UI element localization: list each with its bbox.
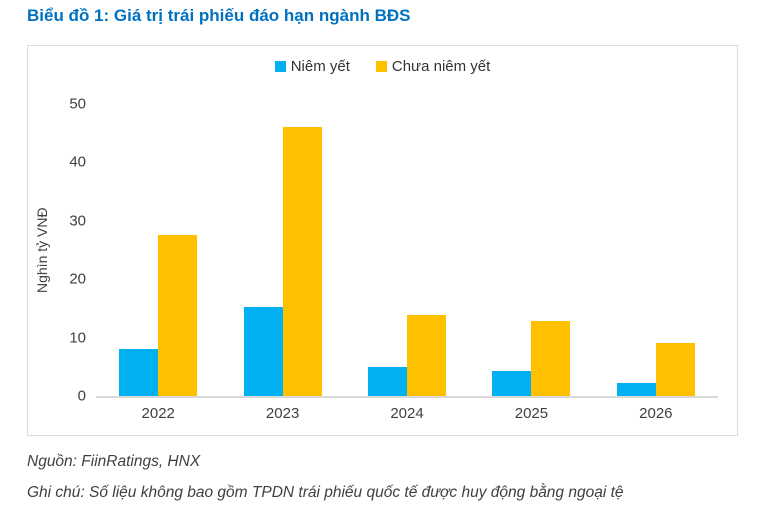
legend-label-chua-niem-yet: Chưa niêm yết (391, 58, 491, 75)
y-tick-50: 50 (69, 95, 86, 113)
bar-chua-niem-yet-2024 (407, 315, 447, 396)
plot-area (96, 104, 718, 398)
legend-swatch-chua-niem-yet (375, 61, 387, 72)
bar-group-2023 (220, 104, 344, 396)
source-note: Nguồn: FiinRatings, HNX (27, 453, 201, 470)
bar-chua-niem-yet-2025 (531, 321, 571, 396)
bar-niem-yet-2026 (616, 383, 656, 396)
legend-swatch-niem-yet (274, 61, 286, 72)
x-axis-labels: 2022 2023 2024 2025 2026 (96, 405, 718, 422)
bar-group-2024 (345, 104, 469, 396)
y-tick-10: 10 (69, 329, 86, 347)
bar-group-2022 (96, 104, 220, 396)
bar-niem-yet-2022 (119, 349, 159, 396)
y-tick-30: 30 (69, 212, 86, 230)
bar-niem-yet-2024 (368, 366, 408, 396)
legend-item-chua-niem-yet: Chưa niêm yết (375, 58, 491, 75)
footnote: Ghi chú: Số liệu không bao gồm TPDN trái… (27, 484, 624, 501)
chart-title: Biểu đồ 1: Giá trị trái phiếu đáo hạn ng… (27, 6, 411, 25)
x-label-2026: 2026 (639, 405, 673, 422)
x-label-2024: 2024 (390, 405, 424, 422)
bar-chua-niem-yet-2023 (282, 127, 322, 396)
x-label-2022: 2022 (141, 405, 175, 422)
legend-item-niem-yet: Niêm yết (274, 58, 350, 75)
bar-chua-niem-yet-2022 (158, 235, 198, 396)
bar-niem-yet-2025 (492, 371, 532, 396)
chart-panel: Niêm yết Chưa niêm yết Nghìn tỷ VNĐ 0 10 20… (27, 45, 738, 436)
x-label-2023: 2023 (265, 405, 300, 422)
y-tick-40: 40 (69, 153, 86, 171)
bar-group-2026 (594, 104, 718, 396)
bar-chua-niem-yet-2026 (655, 342, 695, 396)
legend-label-niem-yet: Niêm yết (290, 58, 350, 75)
x-label-2025: 2025 (514, 405, 549, 422)
y-tick-0: 0 (77, 387, 86, 405)
legend: Niêm yết Chưa niêm yết (28, 58, 737, 75)
y-axis-ticks: 0 10 20 30 40 50 (28, 96, 86, 405)
y-tick-20: 20 (69, 270, 86, 288)
bar-niem-yet-2023 (243, 306, 283, 396)
bar-group-2025 (469, 104, 593, 396)
